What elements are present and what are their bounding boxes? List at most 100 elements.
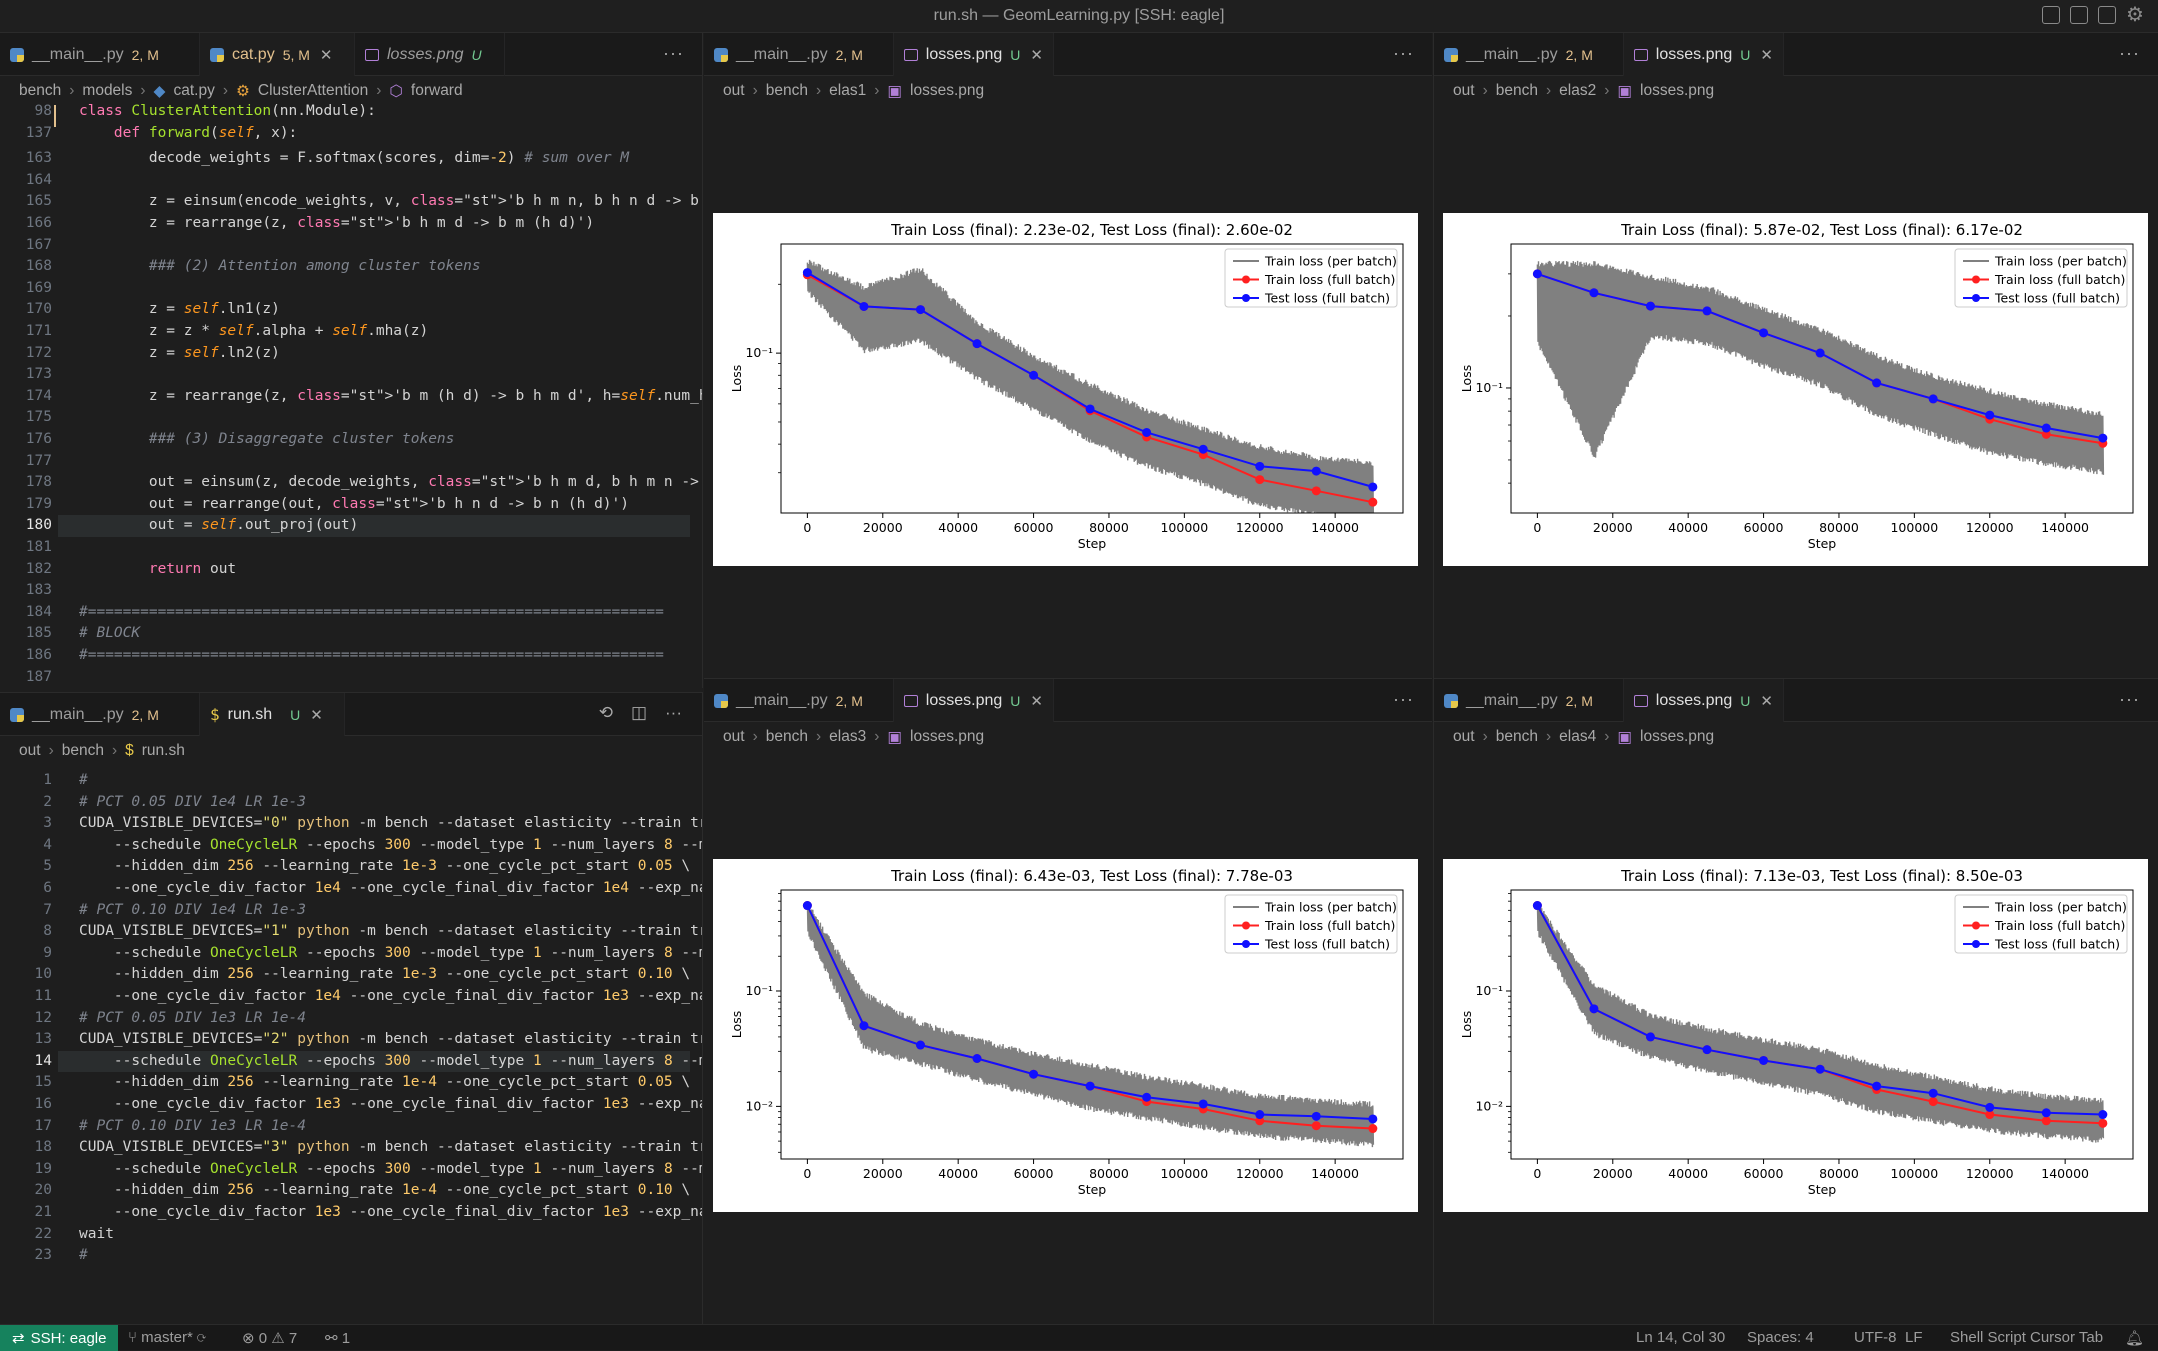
breadcrumb-item[interactable]: bench xyxy=(1495,82,1538,99)
code-line[interactable]: decode_weights = F.softmax(scores, dim=-… xyxy=(79,150,630,167)
code-line[interactable]: wait xyxy=(79,1225,114,1242)
code-editor-cat-py[interactable]: 98 class ClusterAttention(nn.Module): 137 … xyxy=(0,101,702,688)
close-icon[interactable]: ✕ xyxy=(310,706,323,724)
tab-main-py[interactable]: __main__.py 2, M xyxy=(704,679,894,722)
end-of-line[interactable]: LF xyxy=(1905,1329,1923,1346)
tab-run-sh[interactable]: $ run.sh U ✕ xyxy=(200,693,345,736)
code-line[interactable]: # PCT 0.05 DIV 1e4 LR 1e-3 xyxy=(79,793,306,810)
tab-main-py[interactable]: __main__.py 2, M xyxy=(1434,33,1624,76)
tab-losses-png[interactable]: losses.png U xyxy=(355,33,505,76)
more-actions-icon[interactable]: ··· xyxy=(2119,43,2140,63)
cursor-tab[interactable]: Cursor Tab xyxy=(2030,1329,2104,1346)
tab-main-py[interactable]: __main__.py 2, M xyxy=(1434,679,1624,722)
code-line[interactable]: --one_cycle_div_factor 1e3 --one_cycle_f… xyxy=(79,1204,703,1220)
code-line[interactable]: --schedule OneCycleLR --epochs 300 --mod… xyxy=(79,1052,702,1069)
toggle-secondary-sidebar-icon[interactable] xyxy=(2098,6,2116,24)
breadcrumb-item[interactable]: losses.png xyxy=(1640,82,1715,99)
breadcrumb-item[interactable]: models xyxy=(82,82,133,99)
more-actions-icon[interactable]: ··· xyxy=(2119,689,2140,709)
code-line[interactable]: --one_cycle_div_factor 1e4 --one_cycle_f… xyxy=(79,988,703,1004)
code-line[interactable]: CUDA_VISIBLE_DEVICES="1" python -m bench… xyxy=(79,923,703,940)
code-line[interactable]: class ClusterAttention(nn.Module): xyxy=(79,103,376,119)
tab-losses-png[interactable]: losses.png U ✕ xyxy=(894,33,1054,76)
code-line[interactable]: --hidden_dim 256 --learning_rate 1e-3 --… xyxy=(79,858,691,875)
toggle-panel-icon[interactable] xyxy=(2070,6,2088,24)
encoding[interactable]: UTF-8 xyxy=(1854,1329,1897,1346)
code-line[interactable]: z = rearrange(z, class="st">'b h m d -> … xyxy=(79,215,595,231)
code-line[interactable]: --schedule OneCycleLR --epochs 300 --mod… xyxy=(79,1160,702,1177)
tab-losses-png[interactable]: losses.png U ✕ xyxy=(1624,33,1784,76)
more-actions-icon[interactable]: ··· xyxy=(665,703,682,722)
code-line[interactable]: CUDA_VISIBLE_DEVICES="2" python -m bench… xyxy=(79,1031,703,1048)
tab-cat-py[interactable]: cat.py 5, M ✕ xyxy=(200,33,355,76)
tab-main-py[interactable]: __main__.py 2, M xyxy=(704,33,894,76)
cursor-position[interactable]: Ln 14, Col 30 xyxy=(1636,1329,1726,1346)
branch-indicator[interactable]: ⑂ master* ⟳ xyxy=(128,1329,206,1346)
breadcrumb-item[interactable]: bench xyxy=(1495,728,1538,745)
notifications-icon[interactable]: 🔔︎ xyxy=(2125,1330,2145,1347)
code-line[interactable]: ### (3) Disaggregate cluster tokens xyxy=(79,431,455,447)
code-line[interactable]: --schedule OneCycleLR --epochs 300 --mod… xyxy=(79,836,702,853)
indentation[interactable]: Spaces: 4 xyxy=(1747,1329,1814,1346)
code-line[interactable]: --one_cycle_div_factor 1e4 --one_cycle_f… xyxy=(79,880,703,896)
breadcrumb-item[interactable]: out xyxy=(19,742,41,759)
code-line[interactable]: def forward(self, x): xyxy=(113,124,298,141)
breadcrumb-item[interactable]: cat.py xyxy=(173,82,215,99)
code-line[interactable]: CUDA_VISIBLE_DEVICES="3" python -m bench… xyxy=(79,1139,703,1156)
code-line[interactable]: --hidden_dim 256 --learning_rate 1e-4 --… xyxy=(79,1074,691,1091)
tab-losses-png[interactable]: losses.png U ✕ xyxy=(894,679,1054,722)
tab-main-py[interactable]: __main__.py 2, M xyxy=(0,33,200,76)
close-icon[interactable]: ✕ xyxy=(1030,46,1043,64)
problems-indicator[interactable]: ⊗ 0 ⚠ 7 xyxy=(242,1329,297,1347)
breadcrumb-item[interactable]: out xyxy=(723,728,745,745)
code-line[interactable]: # xyxy=(79,772,88,788)
code-editor-run-sh[interactable]: 1 #2 # PCT 0.05 DIV 1e4 LR 1e-3 3 CUDA_VISIB… xyxy=(0,770,702,1324)
code-line[interactable]: # BLOCK xyxy=(79,625,141,642)
open-changes-icon[interactable]: ⟲ xyxy=(598,703,613,722)
breadcrumb-item[interactable]: bench xyxy=(765,82,808,99)
breadcrumb-item[interactable]: forward xyxy=(410,82,463,99)
code-line[interactable]: z = rearrange(z, class="st">'b m (h d) -… xyxy=(79,387,702,404)
code-line[interactable]: --hidden_dim 256 --learning_rate 1e-4 --… xyxy=(79,1182,691,1199)
breadcrumb-item[interactable]: losses.png xyxy=(1640,728,1715,745)
toggle-primary-sidebar-icon[interactable] xyxy=(2042,6,2060,24)
breadcrumb-item[interactable]: elas2 xyxy=(1559,82,1597,99)
ports-indicator[interactable]: ⚯ 1 xyxy=(325,1329,350,1347)
code-line[interactable]: return out xyxy=(148,560,237,577)
code-line[interactable]: z = einsum(encode_weights, v, class="st"… xyxy=(79,193,699,210)
code-line[interactable]: --schedule OneCycleLR --epochs 300 --mod… xyxy=(79,944,702,961)
code-line[interactable]: #=======================================… xyxy=(79,647,664,663)
code-line[interactable]: # xyxy=(79,1247,88,1264)
breadcrumb-item[interactable]: elas3 xyxy=(829,728,867,745)
breadcrumb-item[interactable]: out xyxy=(1453,728,1475,745)
close-icon[interactable]: ✕ xyxy=(1030,692,1043,710)
code-line[interactable]: # PCT 0.05 DIV 1e3 LR 1e-4 xyxy=(79,1009,306,1026)
more-actions-icon[interactable]: ··· xyxy=(1393,43,1414,63)
breadcrumb-item[interactable]: run.sh xyxy=(141,742,185,759)
close-icon[interactable]: ✕ xyxy=(1760,46,1773,64)
tab-losses-png[interactable]: losses.png U ✕ xyxy=(1624,679,1784,722)
breadcrumb-item[interactable]: losses.png xyxy=(910,728,985,745)
code-line[interactable]: --one_cycle_div_factor 1e3 --one_cycle_f… xyxy=(79,1096,703,1112)
language-mode[interactable]: Shell Script xyxy=(1950,1329,2026,1346)
code-line[interactable]: # PCT 0.10 DIV 1e3 LR 1e-4 xyxy=(79,1117,306,1134)
breadcrumb-item[interactable]: losses.png xyxy=(910,82,985,99)
breadcrumb-item[interactable]: out xyxy=(723,82,745,99)
more-actions-icon[interactable]: ··· xyxy=(663,43,684,63)
breadcrumb-item[interactable]: out xyxy=(1453,82,1475,99)
breadcrumb-item[interactable]: bench xyxy=(61,742,104,759)
close-icon[interactable]: ✕ xyxy=(319,46,333,64)
close-icon[interactable]: ✕ xyxy=(1760,692,1773,710)
tab-main-py[interactable]: __main__.py 2, M xyxy=(0,693,200,736)
code-line[interactable]: # PCT 0.10 DIV 1e4 LR 1e-3 xyxy=(79,901,306,918)
customize-layout-icon[interactable]: ⚙ xyxy=(2126,4,2144,26)
breadcrumb-item[interactable]: ClusterAttention xyxy=(257,82,369,99)
remote-indicator[interactable]: ⇄ SSH: eagle xyxy=(0,1325,119,1351)
code-line[interactable]: out = einsum(z, decode_weights, class="s… xyxy=(79,474,699,491)
code-line[interactable]: out = rearrange(out, class="st">'b h n d… xyxy=(79,495,629,512)
code-line[interactable]: z = self.ln1(z) xyxy=(79,301,280,318)
code-line[interactable]: z = self.ln2(z) xyxy=(79,344,280,361)
code-line[interactable]: CUDA_VISIBLE_DEVICES="0" python -m bench… xyxy=(79,815,703,832)
split-editor-icon[interactable]: ◫ xyxy=(630,703,648,722)
code-line[interactable]: #=======================================… xyxy=(79,603,664,620)
